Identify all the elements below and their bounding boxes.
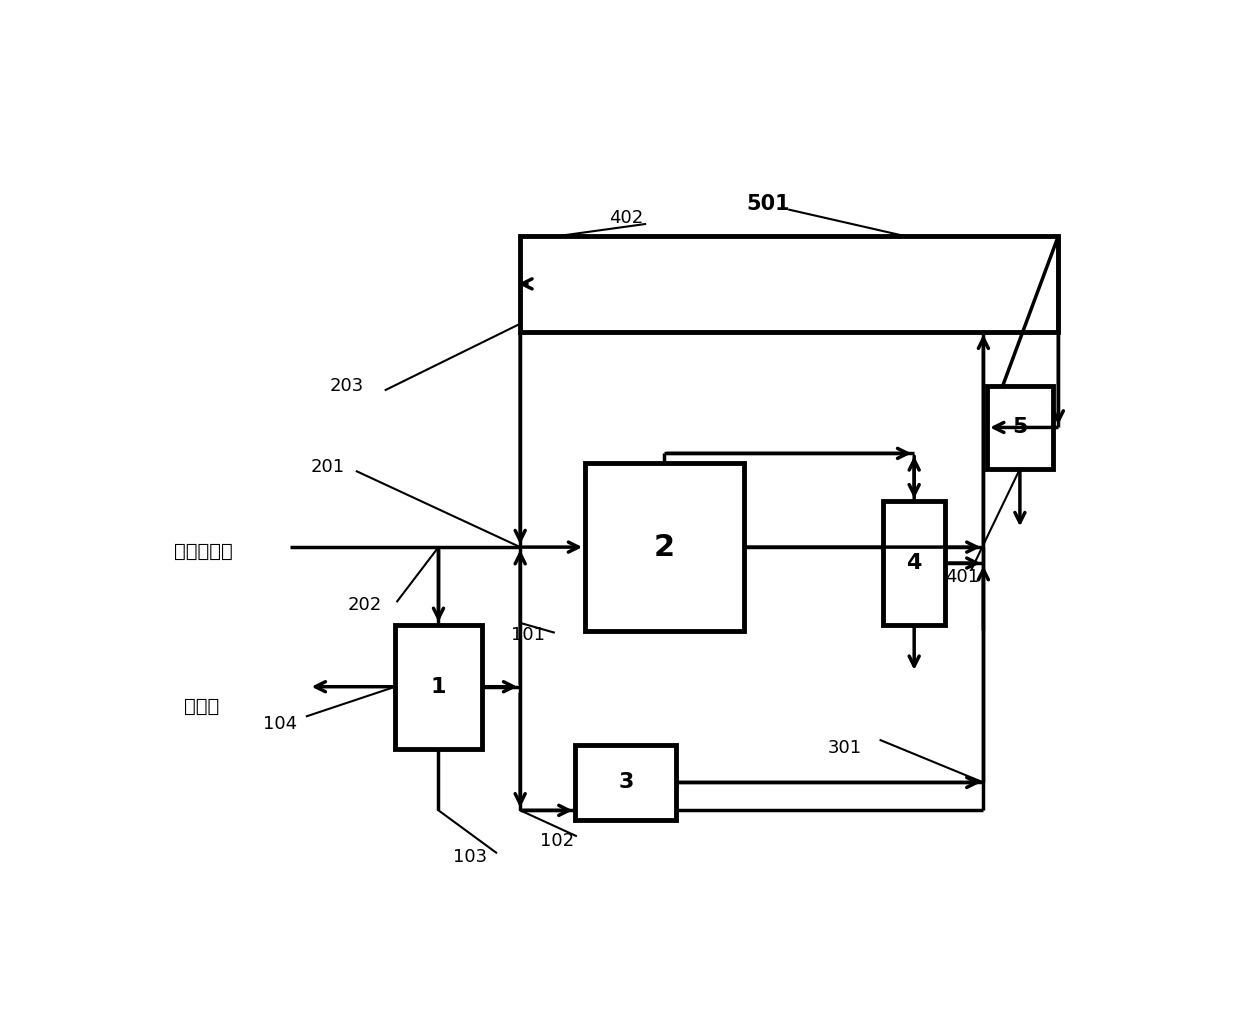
Text: 富氢气: 富氢气 [184, 697, 219, 716]
Text: 净化合成气: 净化合成气 [174, 542, 233, 560]
Text: 501: 501 [746, 194, 790, 214]
Bar [585, 463, 744, 631]
Text: 4: 4 [906, 553, 921, 573]
Bar [987, 385, 1053, 469]
Text: 101: 101 [511, 626, 544, 643]
Bar [575, 745, 676, 821]
Bar [521, 236, 1059, 332]
Text: 102: 102 [539, 832, 574, 850]
Text: 202: 202 [347, 596, 382, 613]
Text: 2: 2 [653, 533, 675, 562]
Bar [883, 501, 945, 625]
Text: 1: 1 [430, 677, 446, 697]
Text: 402: 402 [609, 209, 644, 228]
Text: 103: 103 [453, 847, 487, 866]
Text: 3: 3 [619, 773, 634, 793]
Text: 203: 203 [330, 377, 365, 395]
Text: 5: 5 [1012, 418, 1028, 437]
Text: 401: 401 [945, 569, 980, 586]
Text: 104: 104 [263, 715, 298, 733]
Bar [396, 625, 481, 749]
Text: 301: 301 [828, 739, 862, 757]
Text: 201: 201 [311, 458, 345, 477]
